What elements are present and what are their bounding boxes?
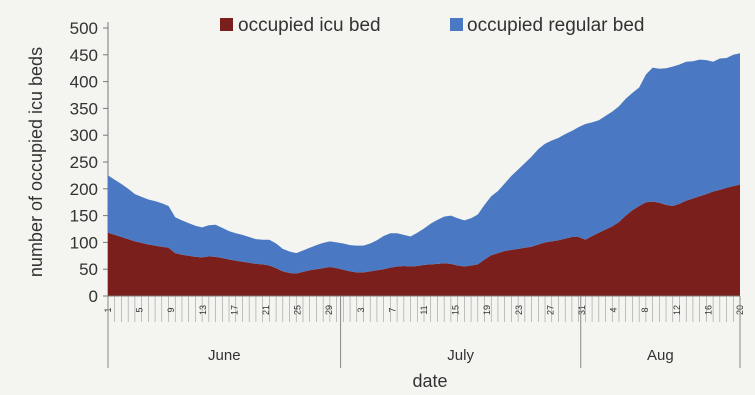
y-tick-label: 0 xyxy=(89,287,98,306)
x-tick-label: 17 xyxy=(229,305,239,315)
legend-label-occupied-regular-bed: occupied regular bed xyxy=(467,15,644,36)
x-tick-label: 9 xyxy=(166,307,176,312)
x-tick-label: 25 xyxy=(293,305,303,315)
y-tick-label: 100 xyxy=(70,233,98,252)
area-occupied-regular-bed xyxy=(108,53,740,274)
y-tick-label: 350 xyxy=(70,99,98,118)
x-tick-label: 11 xyxy=(419,305,429,314)
legend-label-occupied-icu-bed: occupied icu bed xyxy=(238,15,381,36)
plot-area xyxy=(108,53,740,296)
month-label: Aug xyxy=(647,347,674,364)
x-tick-label: 5 xyxy=(135,307,145,312)
y-tick-label: 200 xyxy=(70,180,98,199)
y-tick-label: 500 xyxy=(70,19,98,38)
x-tick-label: 12 xyxy=(672,305,682,315)
x-tick-label: 31 xyxy=(577,305,587,315)
y-tick-label: 450 xyxy=(70,46,98,65)
month-label: June xyxy=(208,347,241,364)
x-tick-label: 23 xyxy=(514,305,524,315)
area-occupied-icu-bed xyxy=(108,184,740,296)
y-axis: 0 50 100 150 200 250 300 350 400 450 500 xyxy=(70,19,109,306)
y-tick-label: 300 xyxy=(70,126,98,145)
legend-swatch-occupied-regular-bed xyxy=(450,18,463,31)
y-tick-label: 250 xyxy=(70,153,98,172)
x-tick-label: 7 xyxy=(387,307,397,312)
x-tick-label: 15 xyxy=(451,305,461,315)
x-tick-label: 19 xyxy=(482,305,492,315)
y-tick-label: 50 xyxy=(79,260,98,279)
x-tick-label: 21 xyxy=(261,305,271,315)
y-tick-label: 400 xyxy=(70,73,98,92)
x-axis-title: date xyxy=(412,371,447,391)
x-tick-label: 27 xyxy=(545,305,555,315)
x-tick-label: 4 xyxy=(609,307,619,312)
x-tick-label: 8 xyxy=(640,307,650,312)
legend: occupied icu bed occupied regular bed xyxy=(220,15,644,36)
x-tick-label: 3 xyxy=(356,307,366,312)
y-tick-label: 150 xyxy=(70,207,98,226)
month-label: July xyxy=(447,347,474,364)
x-tick-label: 29 xyxy=(324,305,334,315)
x-tick-label: 16 xyxy=(703,305,713,315)
x-tick-label: 13 xyxy=(198,305,208,315)
legend-swatch-occupied-icu-bed xyxy=(220,18,233,31)
y-axis-title: number of occupied icu beds xyxy=(26,47,46,277)
x-axis: 15913172125293711151923273148121620JuneJ… xyxy=(103,295,745,368)
